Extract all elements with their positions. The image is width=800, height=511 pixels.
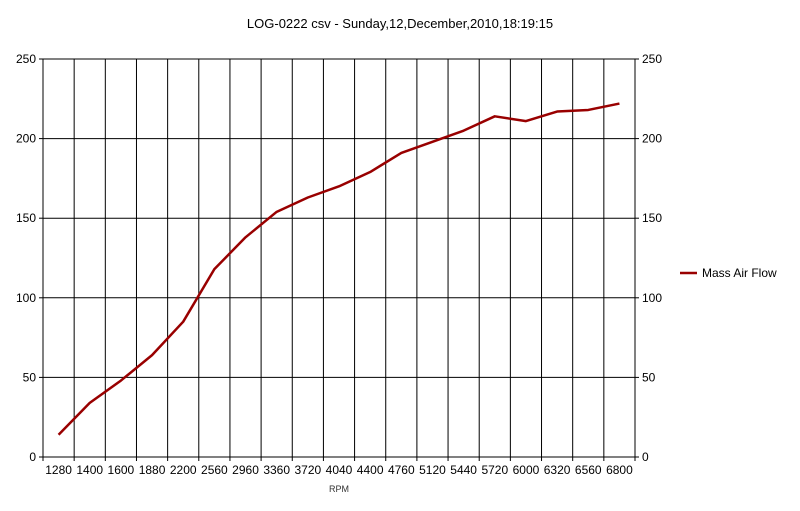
x-tick-label: 2560 (201, 463, 228, 477)
chart-title: LOG-0222 csv - Sunday,12,December,2010,1… (247, 16, 553, 31)
x-tick-label: 6320 (544, 463, 571, 477)
x-axis-label: RPM (329, 484, 349, 494)
x-tick-label: 2200 (170, 463, 197, 477)
y-tick-label-right: 150 (642, 211, 662, 225)
x-tick-label: 1600 (108, 463, 135, 477)
y-tick-label-right: 250 (642, 52, 662, 66)
y-tick-label-left: 100 (16, 291, 36, 305)
y-axis-right: 0 50 100 150 200 250 (635, 52, 662, 464)
series-layer (57, 102, 620, 436)
x-tick-label: 4040 (326, 463, 353, 477)
y-tick-label-left: 250 (16, 52, 36, 66)
y-axis-left: 0 50 100 150 200 250 (16, 52, 43, 464)
y-tick-label-right: 0 (642, 450, 649, 464)
x-axis: 1280 1400 1600 1880 2200 2560 2960 3360 3720 4040… (42, 457, 636, 477)
x-tick-label: 4400 (357, 463, 384, 477)
y-tick-label-right: 100 (642, 291, 662, 305)
x-tick-label: 6000 (513, 463, 540, 477)
x-tick-label: 4760 (388, 463, 415, 477)
x-tick-label: 1400 (76, 463, 103, 477)
x-tick-label: 5120 (419, 463, 446, 477)
plot-area (42, 58, 636, 458)
x-tick-label: 1880 (139, 463, 166, 477)
x-tick-label: 6800 (606, 463, 633, 477)
y-tick-label-right: 50 (642, 370, 656, 384)
x-tick-label: 6560 (575, 463, 602, 477)
x-tick-label: 5720 (481, 463, 508, 477)
gridlines (43, 58, 635, 458)
y-tick-label-left: 0 (29, 450, 36, 464)
legend-label-mass-air-flow: Mass Air Flow (702, 266, 777, 280)
y-tick-label-left: 50 (23, 370, 37, 384)
legend: Mass Air Flow (680, 266, 777, 280)
y-tick-label-left: 150 (16, 211, 36, 225)
x-tick-label: 2960 (232, 463, 259, 477)
x-tick-label: 1280 (45, 463, 72, 477)
x-tick-label: 3720 (294, 463, 321, 477)
y-tick-label-right: 200 (642, 132, 662, 146)
x-tick-label: 3360 (263, 463, 290, 477)
y-tick-label-left: 200 (16, 132, 36, 146)
x-tick-label: 5440 (450, 463, 477, 477)
series-line-mass-air-flow (57, 102, 620, 436)
